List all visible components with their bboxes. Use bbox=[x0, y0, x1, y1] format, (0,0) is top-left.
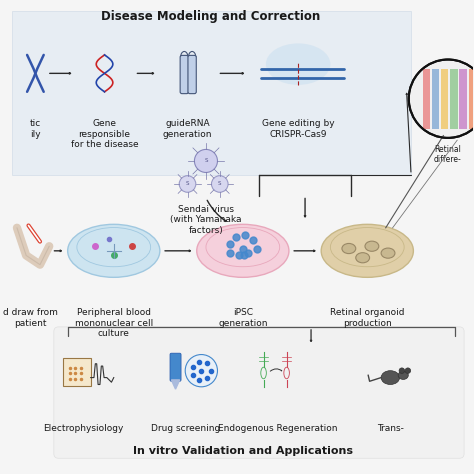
Polygon shape bbox=[172, 380, 180, 389]
FancyBboxPatch shape bbox=[12, 11, 411, 175]
Circle shape bbox=[409, 60, 474, 138]
Text: tic
ily: tic ily bbox=[30, 119, 41, 139]
FancyBboxPatch shape bbox=[188, 55, 196, 94]
FancyBboxPatch shape bbox=[63, 358, 91, 386]
FancyBboxPatch shape bbox=[423, 69, 430, 128]
Ellipse shape bbox=[197, 224, 289, 277]
Text: Endogenous Regeneration: Endogenous Regeneration bbox=[218, 424, 337, 433]
FancyBboxPatch shape bbox=[180, 55, 189, 94]
FancyBboxPatch shape bbox=[432, 69, 439, 128]
Text: In vitro Validation and Applications: In vitro Validation and Applications bbox=[133, 446, 353, 456]
Ellipse shape bbox=[68, 224, 160, 277]
Ellipse shape bbox=[381, 371, 400, 384]
Ellipse shape bbox=[266, 44, 330, 85]
Ellipse shape bbox=[356, 253, 370, 263]
Circle shape bbox=[399, 368, 405, 374]
Ellipse shape bbox=[321, 224, 413, 277]
Text: d draw from
patient: d draw from patient bbox=[3, 309, 58, 328]
Ellipse shape bbox=[342, 244, 356, 254]
Text: Gene
responsible
for the disease: Gene responsible for the disease bbox=[71, 119, 138, 149]
FancyBboxPatch shape bbox=[459, 69, 467, 128]
Text: Electrophysiology: Electrophysiology bbox=[44, 424, 124, 433]
Circle shape bbox=[185, 355, 218, 387]
Circle shape bbox=[405, 368, 410, 374]
FancyBboxPatch shape bbox=[54, 327, 464, 458]
Text: Retinal
differe-: Retinal differe- bbox=[434, 145, 462, 164]
Circle shape bbox=[211, 176, 228, 192]
Text: Peripheral blood
mononuclear cell
culture: Peripheral blood mononuclear cell cultur… bbox=[74, 309, 153, 338]
Text: Disease Modeling and Correction: Disease Modeling and Correction bbox=[101, 10, 320, 23]
Text: S: S bbox=[218, 182, 221, 186]
FancyBboxPatch shape bbox=[469, 69, 474, 128]
Circle shape bbox=[194, 149, 218, 173]
Text: S: S bbox=[204, 158, 208, 164]
Ellipse shape bbox=[381, 248, 395, 258]
Text: iPSC
generation: iPSC generation bbox=[218, 309, 268, 328]
FancyBboxPatch shape bbox=[441, 69, 448, 128]
FancyBboxPatch shape bbox=[450, 69, 457, 128]
Text: Drug screening: Drug screening bbox=[151, 424, 220, 433]
Text: Sendai virus
(with Yamanaka
factors): Sendai virus (with Yamanaka factors) bbox=[170, 205, 242, 235]
Circle shape bbox=[179, 176, 196, 192]
Ellipse shape bbox=[398, 371, 408, 379]
Ellipse shape bbox=[365, 241, 379, 251]
Text: Retinal organoid
production: Retinal organoid production bbox=[330, 309, 404, 328]
Text: guideRNA
generation: guideRNA generation bbox=[163, 119, 212, 139]
Text: Trans-: Trans- bbox=[377, 424, 404, 433]
Text: S: S bbox=[186, 182, 189, 186]
FancyBboxPatch shape bbox=[170, 353, 181, 381]
Text: Gene editing by
CRISPR-Cas9: Gene editing by CRISPR-Cas9 bbox=[262, 119, 335, 139]
